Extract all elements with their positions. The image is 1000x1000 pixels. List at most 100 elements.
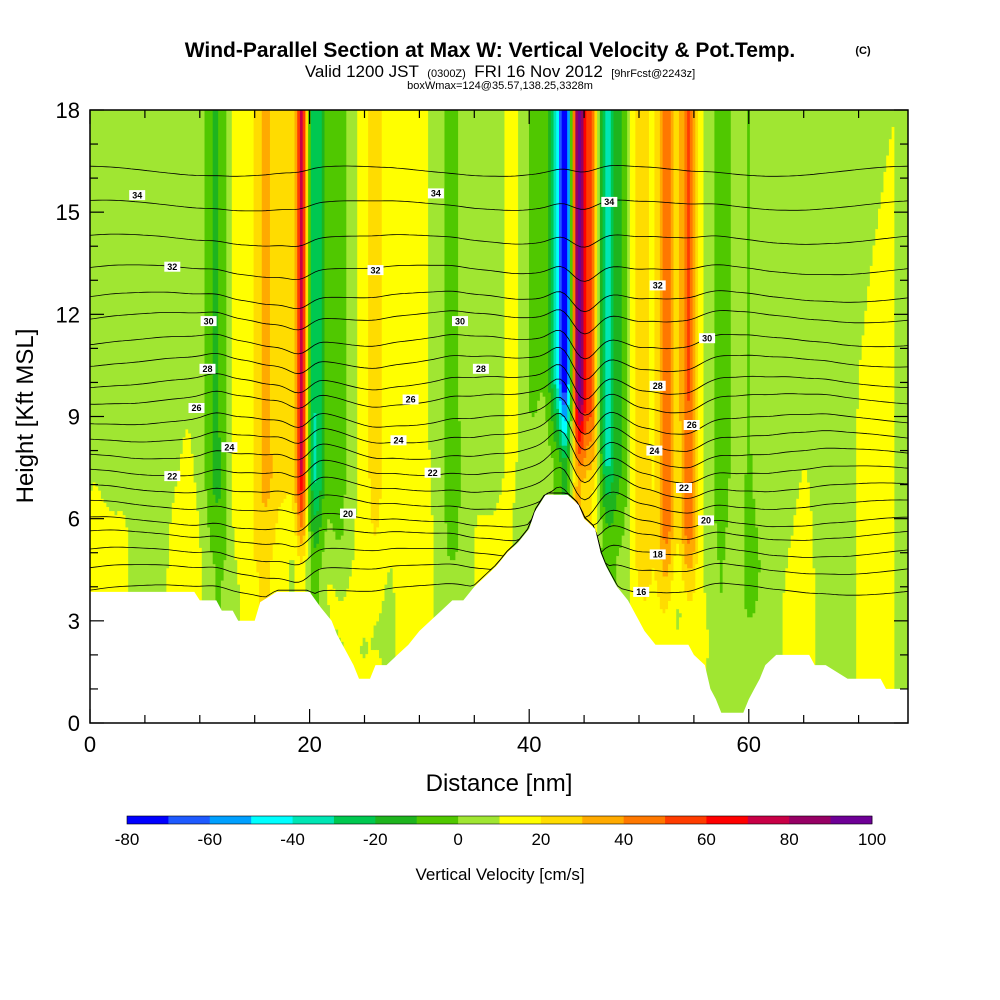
w-field-cell [807,110,811,483]
w-field-cell [580,404,585,422]
w-field-cell [299,543,304,565]
w-field-cell [179,453,184,723]
isentrope-line [90,347,908,381]
w-field-cell [782,592,786,663]
w-field-cell [155,110,159,723]
w-field-cell [321,110,326,499]
w-field-cell [218,110,222,438]
w-field-cell [256,110,260,573]
colorbar-swatch [416,816,459,824]
contour-label: 28 [649,380,666,391]
colorbar-swatch [706,816,749,824]
w-field-cell [294,502,298,536]
contour-label: 28 [199,363,216,374]
contour-label: 30 [452,316,468,326]
w-field-cell [455,110,459,552]
w-field-cell [130,110,135,723]
w-field-cell [349,110,353,577]
w-field-cell [730,110,735,723]
w-field-cell [790,535,795,700]
contour-label-box [427,188,444,199]
w-field-cell [163,110,167,723]
w-field-cell [629,110,634,723]
w-field-cell [714,522,718,723]
w-field-cell [858,359,863,723]
w-field-cell [362,110,366,638]
w-field-cell [861,334,865,723]
w-field-cell [569,420,574,532]
contour-label-text: 32 [167,262,177,272]
isentrope-line [90,309,908,335]
w-field-cell [338,600,342,638]
w-field-cell [409,110,413,723]
w-field-cell [651,490,656,569]
w-field-cell [758,571,762,723]
w-field-cell [245,110,249,723]
w-field-cell [482,110,486,516]
w-field-cell [886,154,890,723]
w-field-cell [575,391,579,409]
w-field-cell [332,110,336,532]
w-field-cell [286,110,290,495]
w-field-cell [381,600,386,667]
w-field-cell [788,110,792,548]
w-field-cell [678,555,683,614]
w-field-cell [444,110,448,524]
w-field-cell [463,110,467,723]
w-field-cell [883,110,887,172]
w-field-cell [646,110,650,597]
w-field-cell [839,110,844,723]
w-field-cell [234,559,238,663]
w-field-cell [474,110,478,528]
contour-label-box [424,467,441,478]
contour-label: 30 [699,333,716,343]
w-field-cell [714,110,718,524]
isentrope-line [90,329,908,360]
w-field-cell [605,494,609,524]
contour-label: 34 [601,196,618,207]
w-field-cell [280,110,285,503]
w-field-cell [572,110,576,401]
terrain-layer [90,494,908,723]
w-field-cell [223,110,227,561]
w-field-cell [237,110,241,585]
colorbar-swatch [458,816,500,824]
w-field-cell [558,110,563,385]
w-field-cell [591,110,596,430]
w-field-cell [556,428,560,450]
w-field-cell [357,110,361,723]
w-field-cell [319,110,323,491]
valid-time: Valid 1200 JST [305,62,419,81]
w-field-cell [569,110,574,422]
w-field-cell [125,110,129,528]
w-field-cell [242,110,247,723]
w-field-cell [888,138,893,723]
contour-label-box [164,261,181,272]
contour-label-text: 24 [393,436,403,446]
colorbar-swatch [375,816,418,824]
w-field-cell [297,514,301,536]
w-field-cell [111,110,116,512]
w-field-cell [425,110,429,723]
w-field-cell [602,110,606,475]
w-field-cell [354,514,358,712]
w-field-cell [149,110,154,723]
w-field-cell [599,453,604,520]
contour-label: 16 [633,586,650,597]
w-field-cell [460,110,465,723]
w-field-cell [572,432,576,471]
w-field-cell [98,110,102,491]
contour-label-box [649,549,666,560]
contour-label-text: 34 [132,190,142,200]
w-field-cell [215,502,219,610]
w-field-cell [179,110,184,454]
w-field-cell [550,387,555,422]
w-field-cell [616,110,620,495]
w-field-cell [376,620,380,651]
isentrope-contours [90,164,908,598]
w-field-cell [567,441,571,458]
w-field-cell [561,391,566,405]
w-field-cell [384,110,388,585]
w-field-cell [414,110,418,723]
y-tick-label: 9 [68,405,80,430]
